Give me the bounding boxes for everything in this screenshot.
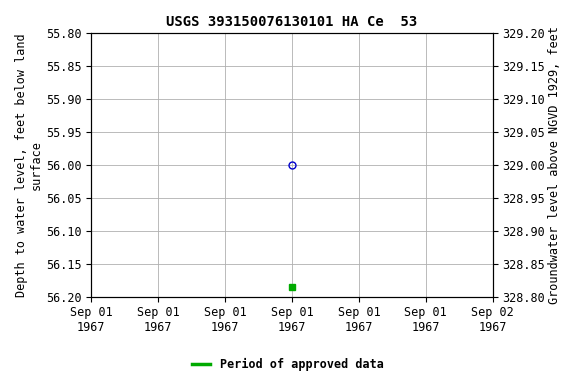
Title: USGS 393150076130101 HA Ce  53: USGS 393150076130101 HA Ce 53 — [166, 15, 418, 29]
Y-axis label: Depth to water level, feet below land
surface: Depth to water level, feet below land su… — [15, 33, 43, 297]
Y-axis label: Groundwater level above NGVD 1929, feet: Groundwater level above NGVD 1929, feet — [548, 26, 561, 304]
Legend: Period of approved data: Period of approved data — [188, 354, 388, 376]
